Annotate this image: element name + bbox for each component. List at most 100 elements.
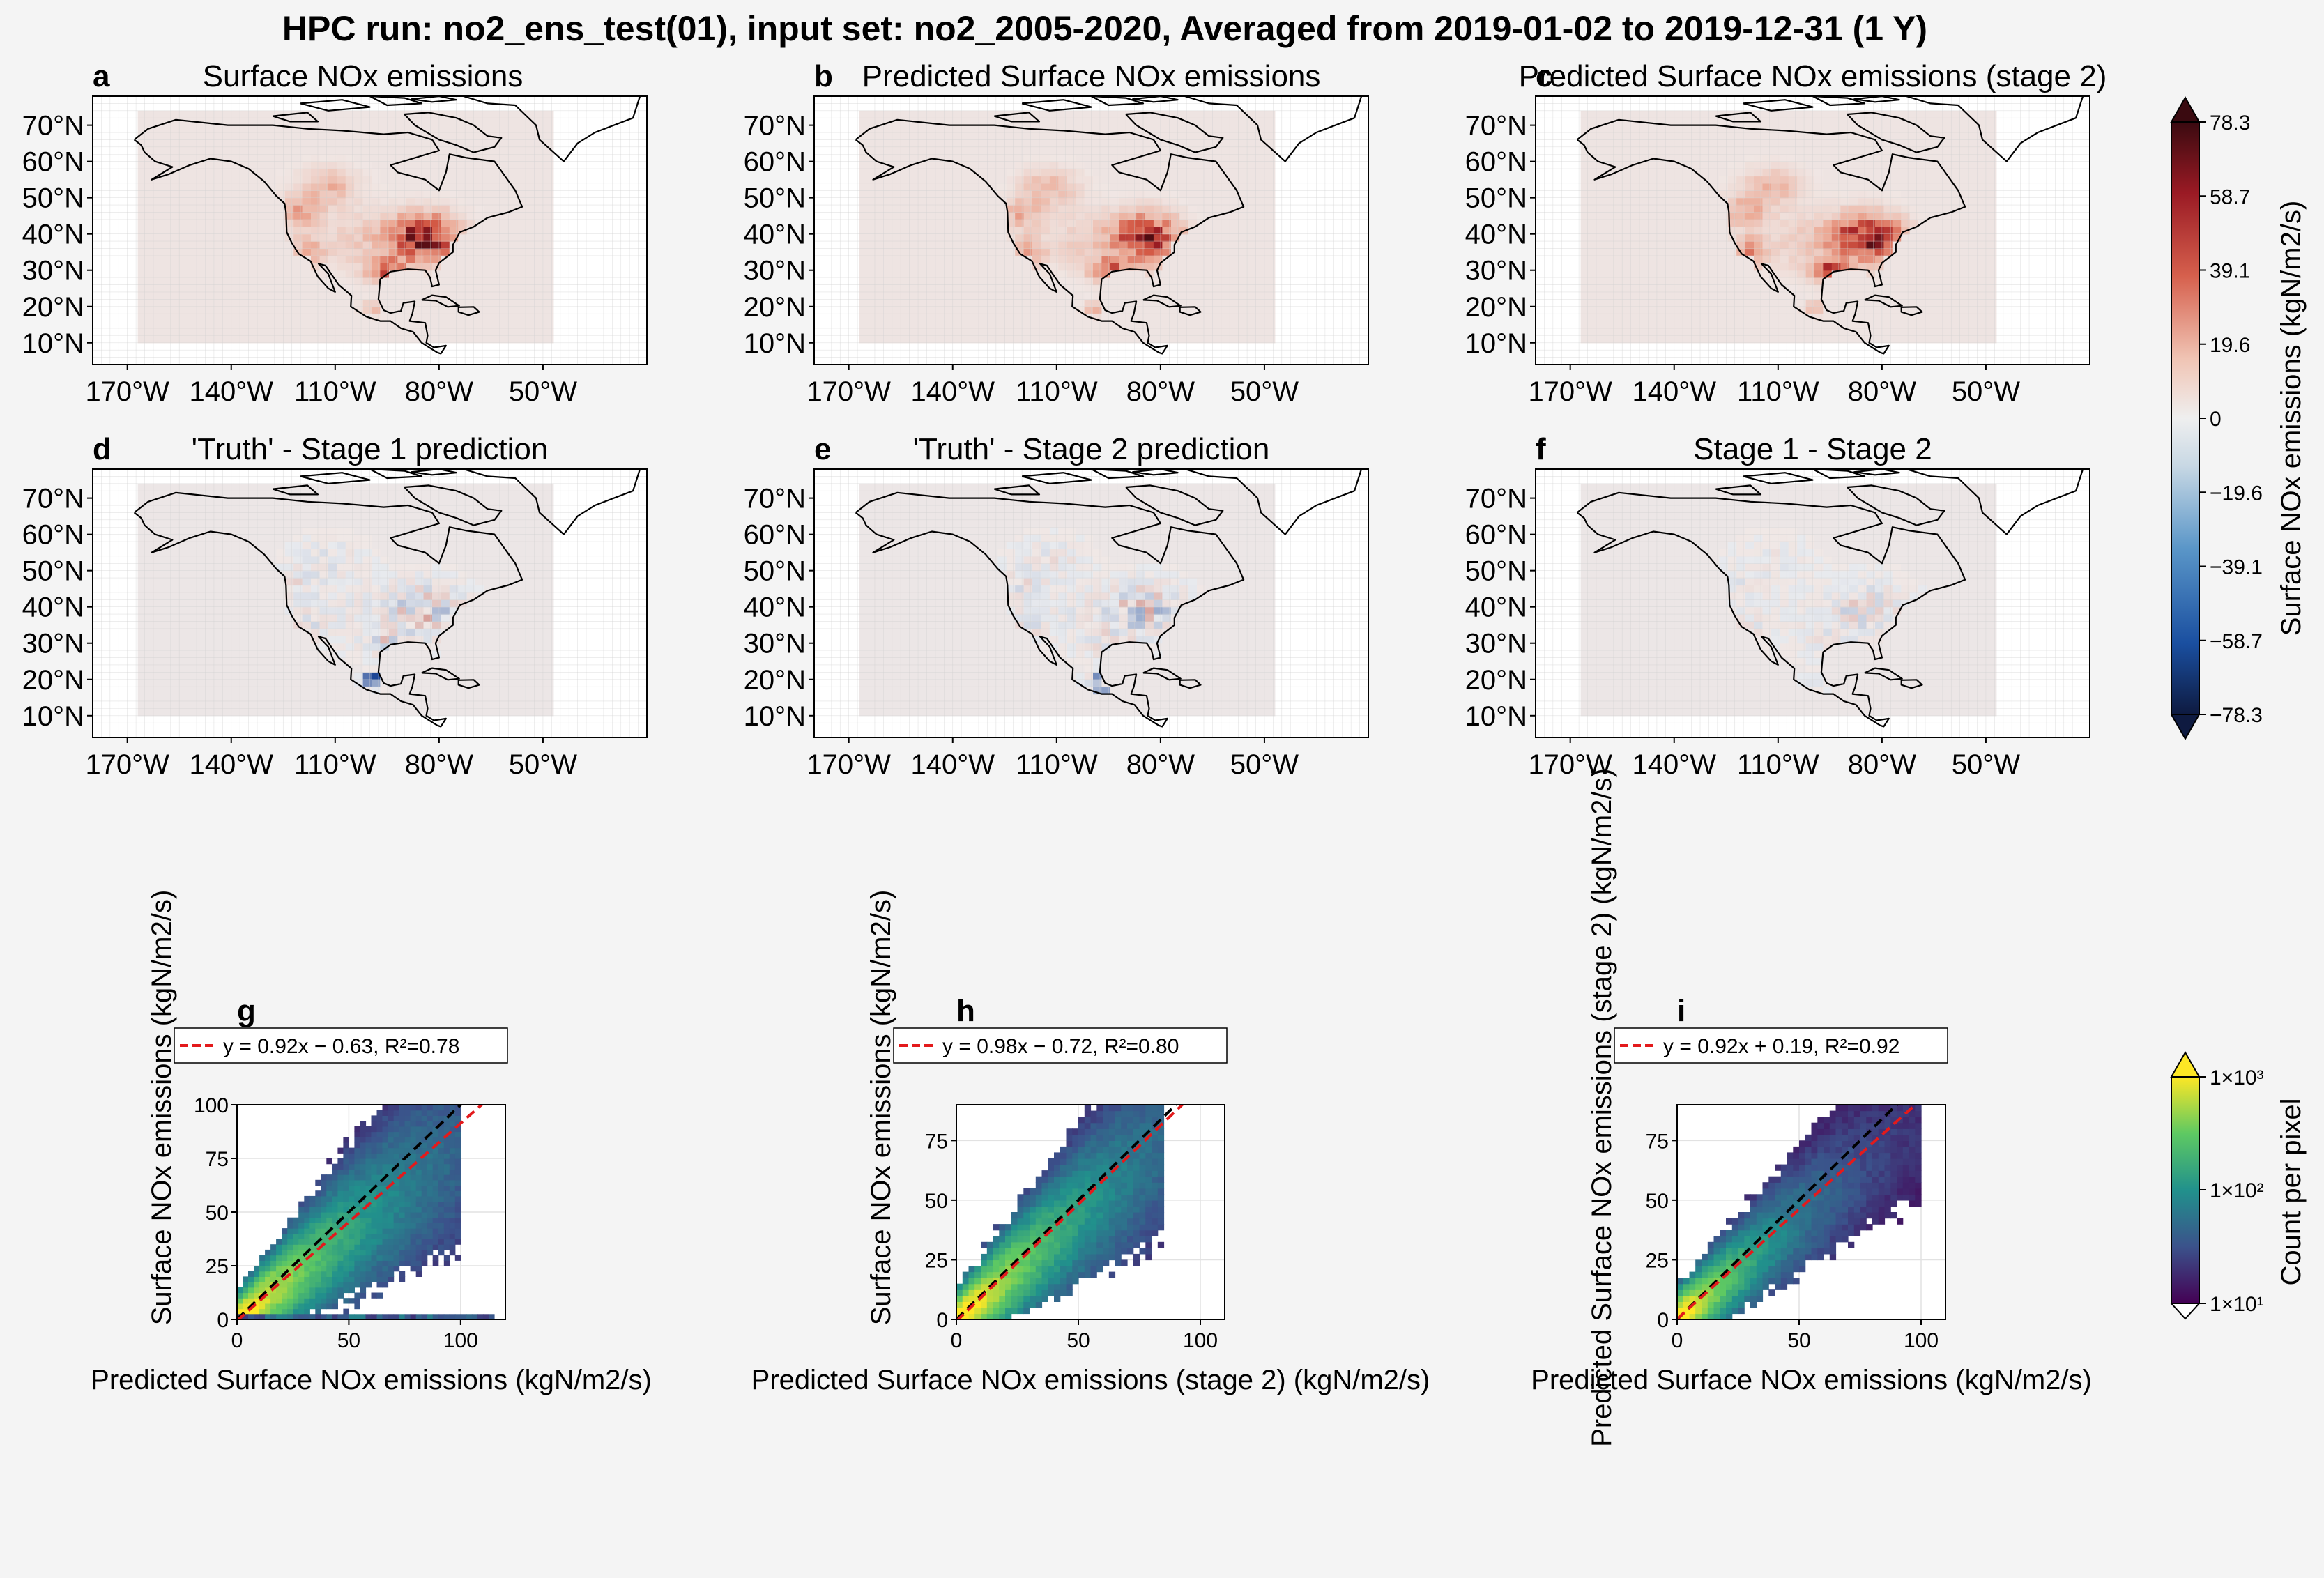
map-cell <box>1702 132 1711 140</box>
map-cell <box>388 161 398 169</box>
map-cell <box>868 227 877 235</box>
map-cell <box>868 335 877 344</box>
map-cell <box>215 139 225 148</box>
map-cell <box>1170 284 1180 293</box>
map-cell <box>1745 197 1755 206</box>
map-cell <box>1780 161 1789 169</box>
map-cell <box>354 248 364 256</box>
map-cell <box>902 176 912 184</box>
map-cell <box>1006 154 1016 162</box>
map-cell <box>1015 241 1025 250</box>
map-cell <box>1693 291 1703 300</box>
map-cell <box>293 263 303 271</box>
map-cell <box>362 233 372 242</box>
map-cell <box>1615 212 1625 220</box>
map-cell <box>1145 205 1154 213</box>
map-cell <box>423 314 433 322</box>
map-cell <box>1909 212 1919 220</box>
map-cell <box>1110 241 1119 250</box>
map-cell <box>1598 306 1607 314</box>
map-cell <box>885 255 894 263</box>
map-cell <box>1676 110 1685 118</box>
map-cell <box>423 205 433 213</box>
map-cell <box>1162 110 1172 118</box>
map-cell <box>885 125 894 133</box>
map-cell <box>1788 146 1798 155</box>
map-cell <box>284 284 294 293</box>
map-cell <box>868 197 877 206</box>
map-cell <box>1076 335 1085 344</box>
lon-tick-label: 170°W <box>806 376 891 407</box>
map-cell <box>859 335 869 344</box>
map-cell <box>894 284 903 293</box>
map-cell <box>181 212 190 220</box>
map-cell <box>1580 146 1590 155</box>
map-cell <box>894 205 903 213</box>
map-cell <box>544 241 554 250</box>
map-cell <box>1084 132 1094 140</box>
map-cell <box>181 277 190 286</box>
map-cell <box>337 205 346 213</box>
map-cell <box>501 110 511 118</box>
map-cell <box>224 190 234 199</box>
map-cell <box>902 154 912 162</box>
map-cell <box>1684 284 1694 293</box>
map-cell <box>1049 190 1059 199</box>
map-cell <box>1214 132 1223 140</box>
map-cell <box>302 291 312 300</box>
map-cell <box>397 277 407 286</box>
map-cell <box>954 197 964 206</box>
map-cell <box>1944 241 1954 250</box>
map-cell <box>945 110 955 118</box>
map-cell <box>441 154 450 162</box>
lat-tick-label: 40°N <box>744 220 806 250</box>
map-cell <box>276 146 286 155</box>
map-cell <box>1710 132 1720 140</box>
map-cell <box>1058 154 1068 162</box>
map-cell <box>1006 277 1016 286</box>
map-cell <box>859 270 869 278</box>
map-cell <box>501 125 511 133</box>
map-cell <box>876 183 886 191</box>
map-cell <box>501 197 511 206</box>
map-cell <box>1710 277 1720 286</box>
map-cell <box>328 277 337 286</box>
map-cell <box>963 139 972 148</box>
map-cell <box>1909 270 1919 278</box>
map-cell <box>137 146 147 155</box>
map-cell <box>1780 110 1789 118</box>
map-cell <box>449 233 459 242</box>
map-cell <box>1710 212 1720 220</box>
map-cell <box>1580 176 1590 184</box>
map-cell <box>1702 291 1711 300</box>
map-cell <box>1858 125 1867 133</box>
map-cell <box>458 299 468 307</box>
map-cell <box>1606 299 1616 307</box>
map-cell <box>302 335 312 344</box>
map-cell <box>458 169 468 177</box>
map-cell <box>1814 139 1824 148</box>
map-cell <box>224 205 234 213</box>
map-cell <box>1762 110 1772 118</box>
map-cell <box>937 183 947 191</box>
map-cell <box>293 154 303 162</box>
map-cell <box>1223 233 1232 242</box>
map-cell <box>345 212 355 220</box>
map-cell <box>1840 197 1850 206</box>
map-cell <box>1823 314 1833 322</box>
map-cell <box>1641 263 1651 271</box>
map-cell <box>1805 161 1815 169</box>
map-cell <box>954 277 964 286</box>
map-cell <box>319 176 329 184</box>
map-cell <box>1727 299 1737 307</box>
map-cell <box>1944 132 1954 140</box>
map-cell <box>868 219 877 227</box>
map-cell <box>1840 169 1850 177</box>
map-cell <box>1032 197 1041 206</box>
map-cell <box>1093 270 1102 278</box>
map-cell <box>510 212 519 220</box>
map-cell <box>475 161 484 169</box>
map-cell <box>1745 161 1755 169</box>
map-cell <box>276 205 286 213</box>
map-cell <box>1049 277 1059 286</box>
